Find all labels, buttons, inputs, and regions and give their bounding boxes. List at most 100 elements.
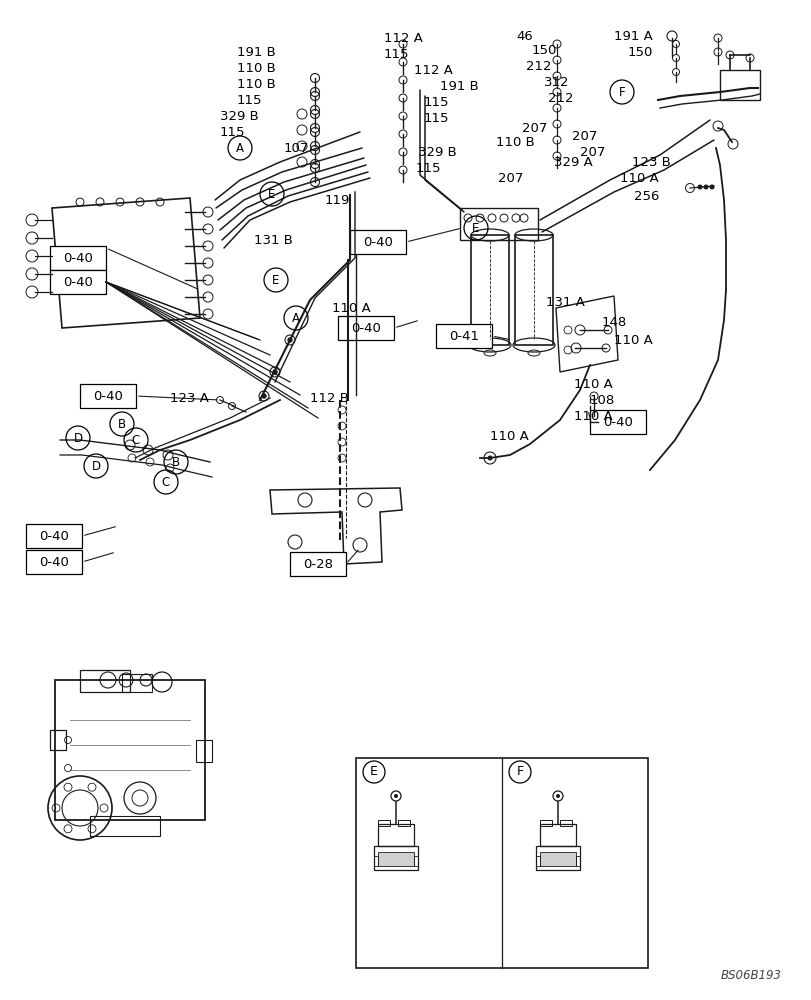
Text: 0-40: 0-40 [93, 389, 122, 402]
Text: 0-40: 0-40 [39, 556, 69, 568]
Text: 131 A: 131 A [545, 296, 584, 308]
Bar [355, 758, 647, 968]
Text: 329 A: 329 A [553, 156, 592, 169]
Text: 150: 150 [627, 46, 653, 59]
Bar [397, 820, 410, 826]
Text: E: E [268, 188, 276, 200]
Text: 126: 126 [422, 789, 447, 802]
Text: 131 B: 131 B [254, 233, 293, 246]
Bar [195, 740, 212, 762]
Bar [374, 856, 378, 866]
Text: 125 C: 125 C [583, 829, 622, 842]
Bar [50, 730, 66, 750]
Bar [50, 246, 106, 270]
Circle shape [487, 456, 492, 460]
Text: 110 B: 110 B [237, 78, 276, 91]
Circle shape [262, 394, 266, 398]
Bar [460, 208, 538, 240]
Text: 126: 126 [583, 789, 608, 802]
Text: 125 B: 125 B [422, 851, 461, 864]
Bar [414, 856, 418, 866]
Text: 0-40: 0-40 [603, 416, 632, 428]
Bar [26, 550, 82, 574]
Text: 123 B: 123 B [631, 156, 670, 169]
Bar [470, 235, 508, 345]
Text: 110 A: 110 A [573, 377, 612, 390]
Text: 191 B: 191 B [440, 80, 478, 93]
Text: 150: 150 [531, 44, 556, 57]
Text: 207: 207 [571, 130, 597, 143]
Bar [378, 820, 389, 826]
Text: E: E [272, 273, 279, 286]
Text: 110 B: 110 B [496, 136, 534, 149]
Text: 0-40: 0-40 [363, 235, 393, 248]
Text: 256: 256 [633, 190, 659, 202]
Circle shape [391, 791, 401, 801]
Bar [719, 70, 759, 100]
Text: 115: 115 [423, 112, 449, 125]
Bar [378, 852, 414, 866]
Circle shape [709, 185, 714, 190]
Text: E: E [370, 765, 377, 778]
Bar [378, 824, 414, 846]
Bar [535, 846, 579, 870]
Text: 191 B: 191 B [237, 46, 276, 59]
Bar [337, 316, 393, 340]
Text: 115: 115 [384, 48, 409, 61]
Text: E: E [472, 222, 479, 234]
Bar [560, 820, 571, 826]
Text: 329 B: 329 B [220, 110, 259, 123]
Text: BS06B193: BS06B193 [720, 969, 781, 982]
Circle shape [272, 370, 277, 374]
Text: B: B [172, 456, 180, 468]
Bar [55, 680, 204, 820]
Bar [290, 552, 345, 576]
Circle shape [393, 794, 397, 798]
Text: 0-28: 0-28 [303, 558, 333, 570]
Text: 0-41: 0-41 [448, 330, 478, 342]
Bar [514, 235, 552, 345]
Text: C: C [161, 476, 170, 488]
Text: 112 B: 112 B [310, 391, 349, 404]
Bar [436, 324, 491, 348]
Text: 0-40: 0-40 [39, 530, 69, 542]
Text: A: A [236, 142, 243, 155]
Text: 110 A: 110 A [620, 172, 658, 185]
Text: 0-40: 0-40 [350, 322, 380, 334]
Text: 125 A: 125 A [422, 829, 461, 842]
Text: 212: 212 [547, 92, 573, 105]
Circle shape [217, 396, 223, 403]
Text: 207: 207 [521, 122, 547, 135]
Circle shape [288, 338, 292, 342]
Text: C: C [131, 434, 140, 446]
Text: 125 D: 125 D [583, 851, 623, 864]
Text: 115: 115 [423, 96, 449, 109]
Text: 0-40: 0-40 [63, 275, 92, 288]
Bar [90, 816, 160, 836]
Text: 112 A: 112 A [384, 32, 423, 45]
Text: 110 A: 110 A [489, 430, 528, 442]
Bar [26, 524, 82, 548]
Text: D: D [73, 432, 83, 444]
Bar [80, 384, 135, 408]
Text: 108: 108 [590, 393, 615, 406]
Text: 115: 115 [237, 94, 262, 107]
Text: 119: 119 [324, 194, 350, 207]
Circle shape [697, 185, 702, 190]
Text: 148: 148 [601, 316, 626, 328]
Bar [590, 410, 646, 434]
Text: F: F [618, 86, 624, 99]
Text: F: F [516, 765, 523, 778]
Text: 191 A: 191 A [613, 30, 652, 43]
Text: 110 A: 110 A [613, 334, 652, 347]
Text: 212: 212 [526, 60, 551, 73]
Circle shape [702, 185, 708, 190]
Text: A: A [292, 312, 299, 324]
Circle shape [552, 791, 562, 801]
Bar [122, 674, 152, 692]
Text: 329 B: 329 B [418, 146, 456, 159]
Text: 207: 207 [579, 146, 605, 159]
Text: 123 A: 123 A [169, 391, 208, 404]
Text: 115: 115 [220, 126, 245, 139]
Bar [350, 230, 406, 254]
